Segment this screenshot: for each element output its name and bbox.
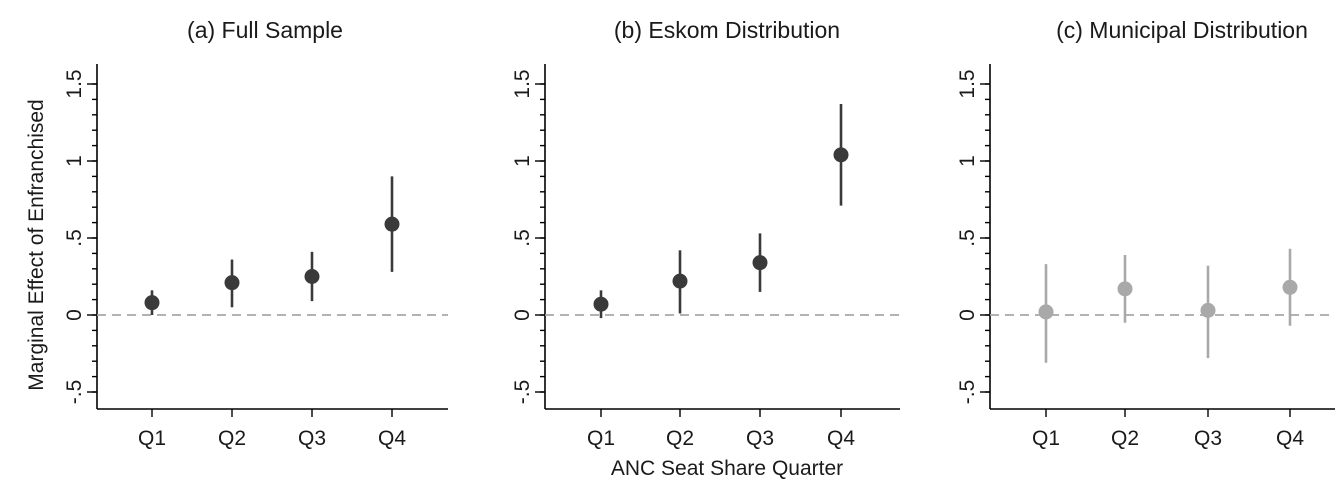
point-estimate (304, 269, 320, 284)
x-tick-label: Q1 (138, 427, 166, 450)
x-tick-label: Q2 (218, 427, 246, 450)
y-tick-label: 1.5 (511, 69, 534, 98)
x-tick-label: Q2 (666, 427, 694, 450)
y-tick-label: 0 (63, 309, 86, 321)
panel-municipal-distribution: (c) Municipal Distribution -.5 0 .5 1 1.5 Q1 Q… (956, 17, 1335, 450)
panel-title: (a) Full Sample (187, 17, 343, 43)
x-tick-label: Q1 (587, 427, 615, 450)
point-estimate (672, 273, 688, 289)
panel-title: (c) Municipal Distribution (1056, 17, 1308, 43)
y-tick-label: -.5 (511, 380, 534, 405)
x-tick-label: Q2 (1111, 427, 1139, 450)
y-tick-label: .5 (63, 229, 86, 247)
x-tick-label: Q4 (827, 427, 855, 450)
y-tick-label: .5 (956, 229, 979, 247)
point-estimate (1117, 281, 1133, 297)
point-estimate (1038, 304, 1054, 320)
x-tick-label: Q4 (1276, 427, 1304, 450)
point-estimate (752, 255, 768, 271)
x-tick-label: Q3 (298, 427, 326, 450)
x-axis-title: ANC Seat Share Quarter (611, 457, 843, 480)
x-tick-label: Q4 (378, 427, 406, 450)
panel-eskom-distribution: (b) Eskom Distribution ANC Seat Share Qu… (511, 17, 900, 480)
point-estimate (593, 296, 609, 312)
y-tick-label: 1 (511, 155, 534, 167)
y-tick-label: 1 (956, 155, 979, 167)
point-estimate (1200, 302, 1216, 318)
point-estimate (833, 147, 849, 163)
y-tick-label: 0 (956, 309, 979, 321)
y-axis-title: Marginal Effect of Enfranchised (25, 99, 48, 390)
x-tick-label: Q3 (746, 427, 774, 450)
y-tick-label: .5 (511, 229, 534, 247)
point-estimate (224, 275, 240, 291)
panel-full-sample: (a) Full Sample Marginal Effect of Enfra… (25, 17, 448, 450)
y-tick-label: 1.5 (63, 69, 86, 98)
panel-title: (b) Eskom Distribution (614, 17, 840, 43)
y-tick-label: 0 (511, 309, 534, 321)
x-tick-label: Q1 (1032, 427, 1060, 450)
y-tick-label: 1 (63, 155, 86, 167)
point-estimate (384, 216, 400, 232)
y-tick-label: -.5 (63, 380, 86, 405)
point-estimate (144, 295, 160, 311)
point-estimate (1282, 279, 1298, 295)
y-tick-label: 1.5 (956, 69, 979, 98)
x-tick-label: Q3 (1194, 427, 1222, 450)
y-tick-label: -.5 (956, 380, 979, 405)
